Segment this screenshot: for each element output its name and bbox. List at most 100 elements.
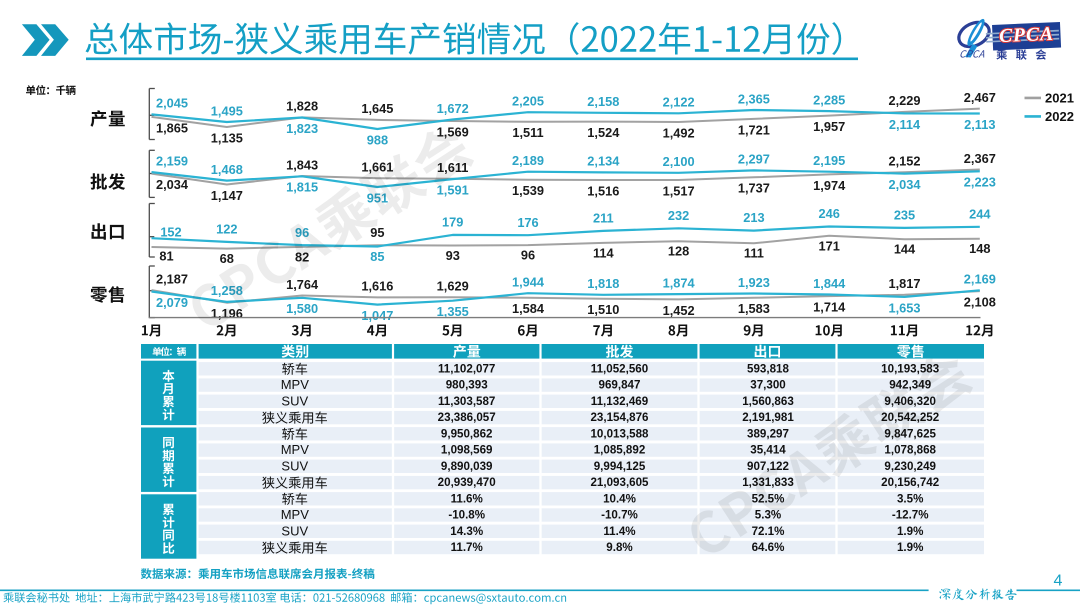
svg-text:MPV: MPV <box>281 507 310 522</box>
svg-text:2,223: 2,223 <box>964 175 996 190</box>
svg-text:21,093,605: 21,093,605 <box>590 476 649 489</box>
svg-text:-10.7%: -10.7% <box>601 509 638 522</box>
svg-text:1,629: 1,629 <box>437 279 469 294</box>
svg-text:244: 244 <box>969 206 991 221</box>
svg-text:2,114: 2,114 <box>889 117 921 132</box>
svg-text:1,495: 1,495 <box>211 103 243 118</box>
svg-text:1,147: 1,147 <box>211 188 243 203</box>
svg-text:593,818: 593,818 <box>747 362 789 375</box>
svg-text:2,189: 2,189 <box>512 153 544 168</box>
svg-text:969,847: 969,847 <box>599 379 641 392</box>
svg-text:2,034: 2,034 <box>156 177 189 192</box>
svg-text:176: 176 <box>517 215 538 230</box>
svg-text:122: 122 <box>216 222 237 237</box>
svg-text:2,187: 2,187 <box>156 271 188 286</box>
svg-text:2021: 2021 <box>1045 90 1074 105</box>
svg-text:1,492: 1,492 <box>663 125 695 140</box>
svg-text:MPV: MPV <box>281 442 310 457</box>
svg-text:1,957: 1,957 <box>813 119 845 134</box>
svg-text:1,085,892: 1,085,892 <box>594 444 646 457</box>
svg-text:9,950,862: 9,950,862 <box>441 427 493 440</box>
svg-text:2,108: 2,108 <box>964 295 996 310</box>
svg-text:1,524: 1,524 <box>587 125 620 140</box>
svg-text:1,516: 1,516 <box>587 183 619 198</box>
svg-text:1,583: 1,583 <box>738 301 770 316</box>
svg-text:1,517: 1,517 <box>663 183 695 198</box>
svg-text:1.9%: 1.9% <box>897 541 923 554</box>
svg-text:85: 85 <box>370 249 384 264</box>
svg-text:1,843: 1,843 <box>286 157 318 172</box>
svg-text:-10.8%: -10.8% <box>448 509 485 522</box>
svg-text:148: 148 <box>969 241 990 256</box>
svg-text:9,994,125: 9,994,125 <box>594 460 646 473</box>
svg-text:1,714: 1,714 <box>813 300 846 315</box>
svg-text:1,653: 1,653 <box>888 300 920 315</box>
svg-text:1,331,833: 1,331,833 <box>742 476 794 489</box>
svg-text:37,300: 37,300 <box>750 379 785 392</box>
svg-text:1,823: 1,823 <box>286 121 318 136</box>
svg-text:1,818: 1,818 <box>587 276 619 291</box>
svg-text:10,013,588: 10,013,588 <box>590 427 649 440</box>
svg-text:20,939,470: 20,939,470 <box>438 476 496 489</box>
svg-text:2,045: 2,045 <box>156 96 188 111</box>
svg-text:95: 95 <box>370 225 384 240</box>
svg-text:907,122: 907,122 <box>747 460 789 473</box>
svg-text:179: 179 <box>442 215 463 230</box>
svg-text:82: 82 <box>295 249 309 264</box>
svg-text:2,169: 2,169 <box>964 272 996 287</box>
svg-text:1,511: 1,511 <box>512 125 543 140</box>
svg-text:11.6%: 11.6% <box>451 492 483 505</box>
svg-text:951: 951 <box>367 190 388 205</box>
svg-text:11,052,560: 11,052,560 <box>591 362 648 375</box>
svg-text:64.6%: 64.6% <box>752 541 785 554</box>
svg-text:1,672: 1,672 <box>437 101 469 116</box>
svg-text:235: 235 <box>894 208 915 223</box>
svg-text:114: 114 <box>593 245 615 260</box>
svg-text:1,591: 1,591 <box>437 183 469 198</box>
svg-text:2,100: 2,100 <box>663 154 695 169</box>
svg-text:14.3%: 14.3% <box>450 525 483 538</box>
svg-text:1,865: 1,865 <box>156 120 188 135</box>
svg-text:1,611: 1,611 <box>437 160 468 175</box>
svg-text:1,817: 1,817 <box>888 276 920 291</box>
svg-text:211: 211 <box>593 211 614 226</box>
svg-text:9,230,249: 9,230,249 <box>884 460 936 473</box>
svg-text:2,367: 2,367 <box>964 151 996 166</box>
svg-text:2,229: 2,229 <box>888 93 920 108</box>
svg-text:20,156,742: 20,156,742 <box>881 476 939 489</box>
svg-text:52.5%: 52.5% <box>752 492 785 505</box>
svg-text:11,303,587: 11,303,587 <box>438 395 495 408</box>
svg-text:1,874: 1,874 <box>663 275 696 290</box>
svg-text:1,047: 1,047 <box>361 308 393 323</box>
svg-text:1,098,569: 1,098,569 <box>441 444 493 457</box>
svg-text:10,193,583: 10,193,583 <box>881 362 940 375</box>
svg-text:1,974: 1,974 <box>813 178 846 193</box>
svg-text:2,297: 2,297 <box>738 152 770 167</box>
svg-text:2,122: 2,122 <box>663 95 695 110</box>
svg-text:1.9%: 1.9% <box>897 525 923 538</box>
svg-text:232: 232 <box>668 208 689 223</box>
svg-text:MPV: MPV <box>281 377 310 392</box>
svg-text:1,944: 1,944 <box>512 275 545 290</box>
svg-text:2,079: 2,079 <box>156 295 188 310</box>
svg-text:1,355: 1,355 <box>437 304 469 319</box>
svg-text:10.4%: 10.4% <box>603 492 636 505</box>
svg-text:3.5%: 3.5% <box>897 492 923 505</box>
svg-text:9,847,625: 9,847,625 <box>884 427 936 440</box>
svg-text:2,152: 2,152 <box>888 154 920 169</box>
svg-text:980,393: 980,393 <box>446 379 488 392</box>
svg-text:23,154,876: 23,154,876 <box>590 411 649 424</box>
svg-text:1,616: 1,616 <box>361 279 393 294</box>
svg-text:1,721: 1,721 <box>738 122 770 137</box>
svg-text:2,205: 2,205 <box>512 94 544 109</box>
svg-text:111: 111 <box>744 246 764 261</box>
svg-text:2,113: 2,113 <box>964 117 995 132</box>
svg-text:1,645: 1,645 <box>361 101 393 116</box>
svg-text:SUV: SUV <box>281 524 308 539</box>
svg-text:93: 93 <box>446 248 460 263</box>
svg-text:1,452: 1,452 <box>663 303 695 318</box>
svg-text:1,258: 1,258 <box>211 283 243 298</box>
svg-text:72.1%: 72.1% <box>752 525 785 538</box>
svg-text:SUV: SUV <box>281 394 308 409</box>
svg-text:4: 4 <box>1054 573 1063 590</box>
